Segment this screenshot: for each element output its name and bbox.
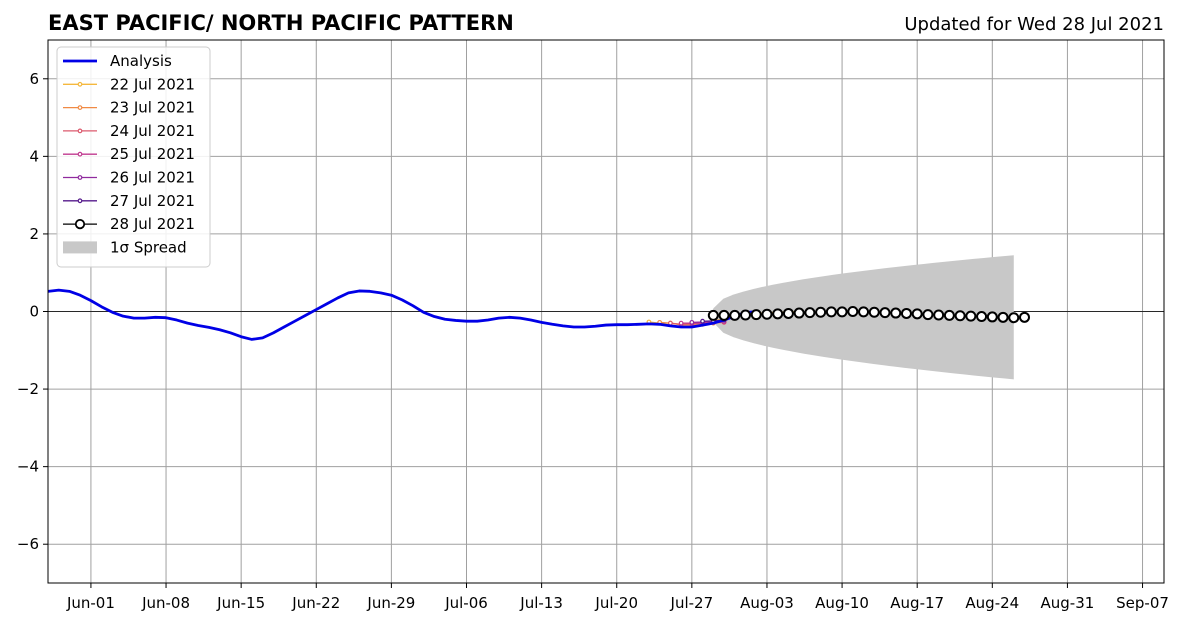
legend-item: 24 Jul 2021 [63, 122, 195, 140]
x-tick-label: Sep-07 [1116, 594, 1169, 612]
forecast-point-current [750, 309, 762, 321]
legend-item: 26 Jul 2021 [63, 169, 195, 187]
legend-label: 24 Jul 2021 [110, 122, 195, 140]
forecast-point-current [825, 306, 837, 318]
forecast-point-current [879, 307, 891, 319]
x-tick-label: Aug-24 [965, 594, 1019, 612]
legend-label: 27 Jul 2021 [110, 192, 195, 210]
forecast-point-current [976, 311, 988, 323]
legend-item: 1σ Spread [63, 238, 187, 256]
legend: Analysis 22 Jul 2021 23 Jul 2021 24 Jul 202… [56, 46, 211, 268]
x-tick-label: Jul-13 [519, 594, 563, 612]
legend-item: Analysis [63, 52, 172, 70]
y-tick-label: 0 [29, 303, 39, 321]
chart-subtitle: Updated for Wed 28 Jul 2021 [904, 14, 1164, 35]
legend-label: Analysis [110, 52, 172, 70]
legend-swatch [63, 241, 97, 254]
x-tick-label: Jul-27 [670, 594, 714, 612]
forecast-point-current [761, 308, 773, 320]
x-tick-label: Aug-03 [740, 594, 794, 612]
forecast-point-current [1008, 312, 1020, 324]
legend-marker [77, 81, 83, 87]
forecast-point-current [836, 306, 848, 318]
x-tick-label: Aug-17 [890, 594, 944, 612]
forecast-point-current [815, 306, 827, 318]
forecast-point [678, 320, 684, 326]
forecast-point-current [729, 309, 741, 321]
forecast-point-current [772, 308, 784, 320]
forecast-point-current [707, 309, 719, 321]
x-tick-label: Jun-29 [366, 594, 415, 612]
forecast-point-current [911, 308, 923, 320]
legend-item: 28 Jul 2021 [63, 215, 195, 233]
forecast-point-current [933, 309, 945, 321]
forecast-point-current [804, 307, 816, 319]
legend-label: 25 Jul 2021 [110, 145, 195, 163]
y-tick-label: 4 [29, 147, 39, 165]
forecast-point-current [782, 307, 794, 319]
forecast-point-current [858, 306, 870, 318]
forecast-point-current [1019, 311, 1030, 323]
legend-label: 26 Jul 2021 [110, 169, 195, 187]
forecast-point-current [890, 307, 902, 319]
legend-item: 27 Jul 2021 [63, 192, 195, 210]
forecast-point [700, 318, 705, 324]
legend-marker [77, 175, 83, 180]
legend-item: 23 Jul 2021 [63, 99, 195, 117]
forecast-point-current [943, 309, 955, 321]
y-tick-label: −6 [17, 535, 39, 553]
legend-label: 22 Jul 2021 [110, 75, 195, 93]
x-tick-label: Jun-15 [216, 594, 265, 612]
y-tick-label: 6 [29, 70, 39, 88]
forecast-point-current [793, 307, 805, 319]
forecast-point [689, 319, 695, 325]
plot-area: −6 −4 −2 0 2 4 6 Jun-01 Jun-08 Jun-15 Jun-22 Jun-29… [17, 39, 1169, 612]
legend-label: 28 Jul 2021 [110, 215, 195, 233]
analysis-line [47, 288, 757, 341]
legend-marker [77, 151, 83, 157]
forecast-point-current [986, 311, 998, 323]
x-tick-label: Aug-31 [1041, 594, 1095, 612]
chart-title: EAST PACIFIC/ NORTH PACIFIC PATTERN [48, 11, 514, 35]
x-tick-label: Aug-10 [815, 594, 869, 612]
x-tick-label: Jun-01 [66, 594, 115, 612]
legend-item: 22 Jul 2021 [63, 75, 195, 93]
forecast-point-current [997, 311, 1009, 323]
forecast-point-current [922, 309, 934, 321]
x-tick-label: Jun-08 [141, 594, 190, 612]
legend-box [56, 46, 211, 268]
legend-item: 25 Jul 2021 [63, 145, 195, 163]
legend-marker [77, 128, 83, 134]
x-tick-label: Jun-22 [291, 594, 340, 612]
legend-marker [74, 219, 86, 230]
y-tick-label: 2 [29, 225, 39, 243]
legend-marker [77, 105, 83, 110]
legend-label: 23 Jul 2021 [110, 99, 195, 117]
legend-label: 1σ Spread [110, 238, 187, 256]
forecast-point-current [868, 306, 880, 318]
x-tick-label: Jul-20 [594, 594, 638, 612]
y-tick-label: −4 [17, 458, 39, 476]
forecast-point-current [847, 306, 859, 317]
x-tick-label: Jul-06 [444, 594, 488, 612]
forecast-point-current [718, 309, 730, 321]
forecast-point-current [954, 310, 966, 322]
legend-marker [77, 198, 83, 204]
forecast-point-current [965, 310, 977, 322]
y-tick-label: −2 [17, 380, 39, 398]
forecast-point-current [900, 307, 912, 319]
forecast-point-current [740, 309, 751, 321]
